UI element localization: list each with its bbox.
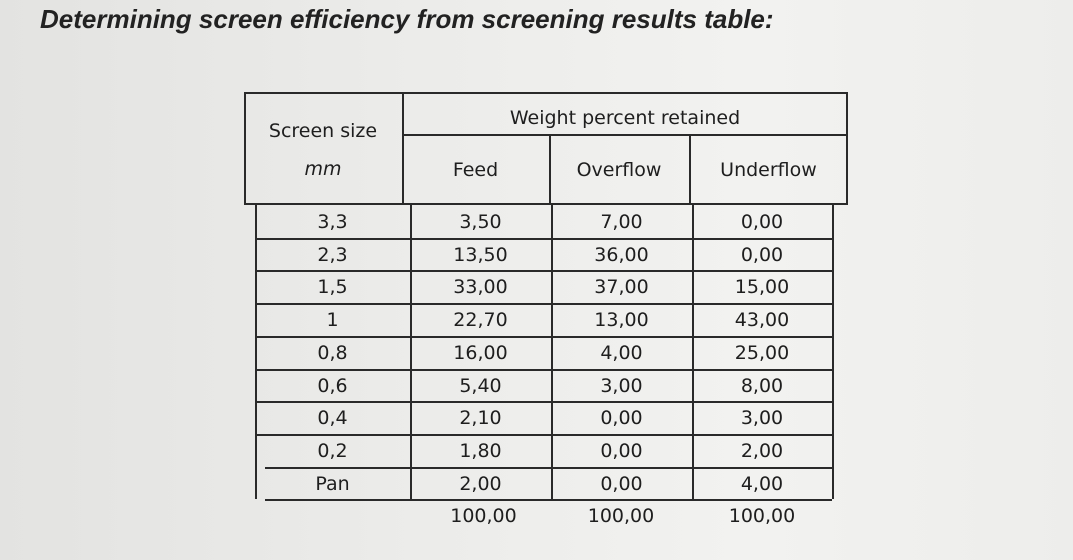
table-cell-overflow: 4,00 xyxy=(600,341,643,364)
table-cell-feed: 22,70 xyxy=(453,308,508,331)
column-group-header: Weight percent retained xyxy=(509,107,741,129)
page-title: Determining screen efficiency from scree… xyxy=(40,4,774,34)
table-cell-size: 0,6 xyxy=(317,374,348,397)
table-cell-size: 3,3 xyxy=(317,210,348,233)
table-cell-underflow: 15,00 xyxy=(734,275,790,298)
header-divider xyxy=(402,92,404,205)
table-cell-underflow: 3,00 xyxy=(740,406,784,429)
table-cell-underflow: 43,00 xyxy=(734,308,790,331)
table-cell-size: 2,3 xyxy=(317,243,348,266)
row-divider xyxy=(265,467,832,469)
table-cell-overflow: 0,00 xyxy=(600,439,643,462)
total-overflow: 100,00 xyxy=(587,505,655,527)
column-divider xyxy=(692,205,694,499)
column-divider xyxy=(832,205,834,499)
total-underflow: 100,00 xyxy=(728,505,796,527)
table-cell-size: 0,8 xyxy=(317,341,348,364)
table-cell-feed: 16,00 xyxy=(453,341,508,364)
table-cell-overflow: 13,00 xyxy=(594,308,649,331)
table-cell-size: 1 xyxy=(326,308,339,331)
table-cell-size: 0,4 xyxy=(317,406,348,429)
table-cell-underflow: 0,00 xyxy=(740,210,784,233)
table-cell-underflow: 2,00 xyxy=(740,439,784,462)
table-cell-feed: 3,50 xyxy=(459,210,502,233)
table-cell-feed: 33,00 xyxy=(453,275,508,298)
row-divider xyxy=(255,303,832,305)
table-cell-size: 0,2 xyxy=(317,439,348,462)
table-cell-feed: 2,00 xyxy=(459,472,502,495)
table-cell-feed: 2,10 xyxy=(459,406,502,429)
table-cell-size: Pan xyxy=(315,472,350,495)
header-divider xyxy=(244,203,848,205)
header-divider xyxy=(689,134,691,205)
row-divider xyxy=(255,369,832,371)
header-divider xyxy=(549,134,551,205)
table-cell-overflow: 7,00 xyxy=(600,210,643,233)
table-cell-feed: 13,50 xyxy=(453,243,508,266)
table-cell-feed: 1,80 xyxy=(459,439,502,462)
table-cell-overflow: 37,00 xyxy=(594,275,649,298)
table-cell-overflow: 0,00 xyxy=(600,406,643,429)
column-divider xyxy=(551,205,553,499)
row-divider xyxy=(255,434,832,436)
table-cell-feed: 5,40 xyxy=(459,374,502,397)
total-feed: 100,00 xyxy=(450,505,517,527)
column-header-screen-size: Screen size xyxy=(268,120,378,142)
table-cell-overflow: 3,00 xyxy=(600,374,643,397)
row-divider xyxy=(265,499,832,501)
column-header-underflow: Underflow xyxy=(720,159,817,181)
row-divider xyxy=(255,401,832,403)
table-cell-overflow: 0,00 xyxy=(600,472,643,495)
column-header-feed: Feed xyxy=(452,159,499,181)
row-divider xyxy=(255,336,832,338)
row-divider xyxy=(255,270,832,272)
table-cell-underflow: 8,00 xyxy=(740,374,784,397)
column-divider xyxy=(410,205,412,499)
table-cell-overflow: 36,00 xyxy=(594,243,649,266)
column-divider xyxy=(255,205,257,499)
table-cell-size: 1,5 xyxy=(317,275,348,298)
row-divider xyxy=(255,238,832,240)
table-cell-underflow: 0,00 xyxy=(740,243,784,266)
header-divider xyxy=(402,134,848,136)
column-header-overflow: Overflow xyxy=(576,159,662,181)
column-header-unit: mm xyxy=(304,158,342,180)
table-cell-underflow: 25,00 xyxy=(734,341,790,364)
table-cell-underflow: 4,00 xyxy=(740,472,784,495)
